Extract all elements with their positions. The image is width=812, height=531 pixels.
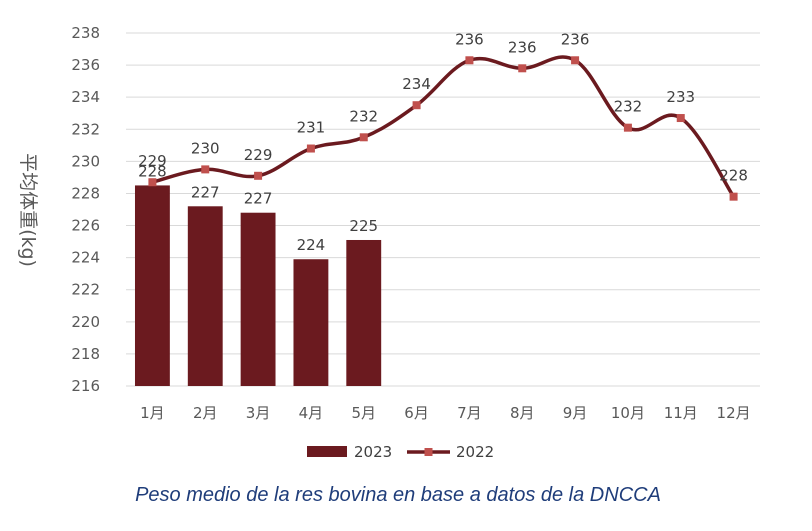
bar-data-label: 225 bbox=[349, 217, 378, 235]
chart-caption: Peso medio de la res bovina en base a da… bbox=[135, 484, 661, 506]
line-2022-marker bbox=[518, 64, 527, 73]
x-tick-label: 8月 bbox=[510, 404, 535, 422]
y-tick-label: 222 bbox=[71, 281, 100, 299]
line-2022-marker bbox=[148, 178, 157, 187]
y-tick-label: 238 bbox=[71, 24, 100, 42]
y-axis-label: 平均体重(kg) bbox=[17, 153, 39, 267]
bar-2023 bbox=[187, 206, 223, 386]
x-axis-ticks: 1月 2月 3月 4月 5月 6月 7月 8月 9月 10月 11月 12月 bbox=[140, 404, 750, 422]
y-axis-ticks: 216 218 220 222 224 226 228 230 232 234 236 238 bbox=[71, 24, 100, 395]
line-data-label: 228 bbox=[719, 167, 748, 185]
line-2022-marker bbox=[201, 165, 210, 174]
y-tick-label: 218 bbox=[71, 345, 100, 363]
line-data-label: 232 bbox=[349, 107, 378, 125]
y-tick-label: 230 bbox=[71, 152, 100, 170]
line-2022-marker bbox=[254, 171, 263, 180]
data-labels: 228 227 227 224 225 229 230 229 231 232 234 236 236 2… bbox=[138, 30, 748, 254]
line-2022-marker bbox=[412, 101, 421, 110]
x-tick-label: 12月 bbox=[717, 404, 751, 422]
line-data-label: 236 bbox=[508, 38, 537, 56]
line-2022-marker bbox=[306, 144, 315, 153]
line-2022-marker bbox=[729, 192, 738, 201]
line-data-label: 229 bbox=[244, 146, 273, 164]
bar-2023 bbox=[240, 212, 276, 386]
x-tick-label: 3月 bbox=[246, 404, 271, 422]
x-tick-label: 11月 bbox=[664, 404, 698, 422]
bar-data-label: 228 bbox=[138, 162, 167, 180]
y-tick-label: 234 bbox=[71, 88, 100, 106]
bar-data-label: 227 bbox=[191, 183, 220, 201]
line-data-label: 230 bbox=[191, 139, 220, 157]
x-tick-label: 2月 bbox=[193, 404, 218, 422]
bar-data-label: 224 bbox=[297, 236, 326, 254]
legend: 2023 2022 bbox=[307, 443, 494, 461]
y-tick-label: 236 bbox=[71, 56, 100, 74]
bar-2023 bbox=[346, 239, 382, 386]
line-2022-marker bbox=[571, 56, 580, 65]
line-2022-marker bbox=[623, 123, 632, 132]
legend-label-2023: 2023 bbox=[354, 443, 392, 461]
chart: 216 218 220 222 224 226 228 230 232 234 236 238 1月 2… bbox=[17, 24, 760, 461]
x-tick-label: 10月 bbox=[611, 404, 645, 422]
line-data-label: 234 bbox=[402, 75, 431, 93]
x-tick-label: 5月 bbox=[351, 404, 376, 422]
line-data-label: 231 bbox=[297, 119, 326, 137]
x-tick-label: 7月 bbox=[457, 404, 482, 422]
bar-series bbox=[134, 185, 382, 386]
line-series bbox=[148, 55, 738, 201]
x-tick-label: 6月 bbox=[404, 404, 429, 422]
y-tick-label: 220 bbox=[71, 313, 100, 331]
y-tick-label: 226 bbox=[71, 217, 100, 235]
line-2022-marker bbox=[465, 56, 474, 65]
y-tick-label: 224 bbox=[71, 249, 100, 267]
legend-label-2022: 2022 bbox=[456, 443, 494, 461]
line-2022-marker bbox=[676, 114, 685, 123]
x-tick-label: 1月 bbox=[140, 404, 165, 422]
line-2022-marker bbox=[359, 133, 368, 142]
y-tick-label: 228 bbox=[71, 184, 100, 202]
y-tick-label: 232 bbox=[71, 120, 100, 138]
line-data-label: 229 bbox=[138, 152, 167, 170]
legend-marker-2022 bbox=[424, 448, 433, 456]
bar-2023 bbox=[134, 185, 170, 386]
line-data-label: 236 bbox=[455, 30, 484, 48]
line-2022 bbox=[151, 55, 736, 198]
line-data-label: 236 bbox=[561, 30, 590, 48]
legend-swatch-2023 bbox=[307, 446, 347, 457]
bar-2023 bbox=[293, 259, 329, 386]
x-tick-label: 9月 bbox=[563, 404, 588, 422]
x-tick-label: 4月 bbox=[299, 404, 324, 422]
y-tick-label: 216 bbox=[71, 377, 100, 395]
gridlines bbox=[126, 32, 760, 387]
bar-data-label: 227 bbox=[244, 190, 273, 208]
line-data-label: 233 bbox=[666, 88, 695, 106]
line-data-label: 232 bbox=[614, 98, 643, 116]
